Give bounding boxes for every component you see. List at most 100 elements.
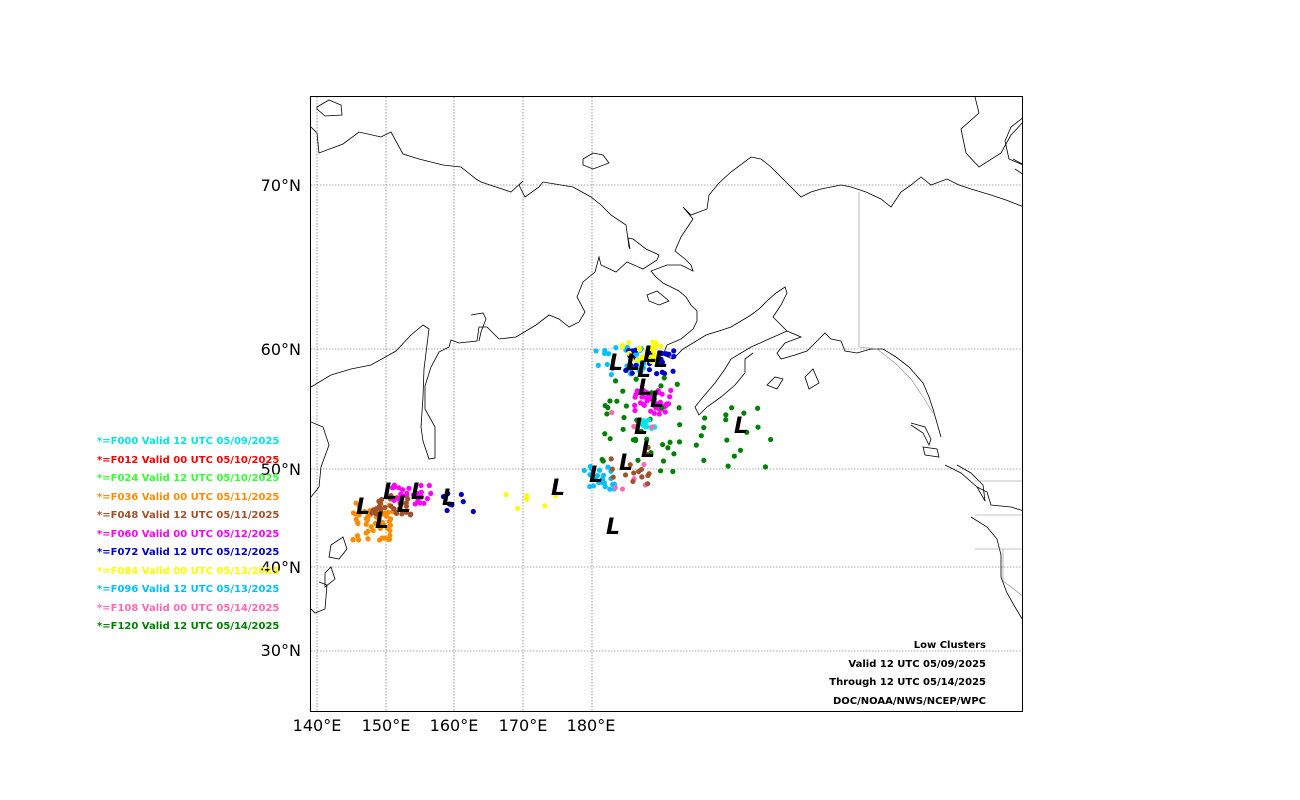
cluster-marker (659, 350, 665, 356)
cluster-marker (741, 410, 747, 416)
cluster-marker (644, 398, 650, 404)
cluster-marker (723, 417, 729, 423)
cluster-marker (608, 372, 614, 378)
cluster-marker (607, 398, 613, 404)
cluster-marker (515, 505, 521, 511)
cluster-marker (729, 405, 735, 411)
cluster-marker (677, 422, 683, 428)
cluster-marker (444, 507, 450, 514)
cluster-marker (638, 428, 644, 434)
cluster-marker (676, 439, 683, 445)
cluster-marker (657, 468, 664, 474)
low-pressure-symbol: L (606, 515, 620, 540)
cluster-marker (596, 467, 603, 473)
cluster-marker (640, 387, 646, 393)
cluster-marker (608, 456, 614, 462)
cluster-marker (361, 508, 368, 515)
cluster-marker (372, 510, 379, 516)
cluster-marker (404, 490, 410, 496)
cluster-marker (620, 426, 626, 432)
cluster-marker (365, 528, 371, 534)
cluster-marker (503, 491, 509, 498)
low-pressure-symbol: L (619, 451, 633, 476)
cluster-marker (658, 383, 664, 389)
cluster-marker (629, 370, 635, 376)
cluster-marker (660, 441, 666, 448)
legend-f000: *=F000 Valid 12 UTC 05/09/2025 (97, 436, 280, 447)
cluster-marker (637, 400, 644, 406)
cluster-marker (542, 503, 548, 509)
cluster-marker (388, 503, 394, 509)
cluster-marker (587, 483, 593, 490)
cluster-marker (590, 474, 597, 480)
cluster-markers (350, 339, 774, 543)
lon-label-180e: 180°E (566, 716, 616, 735)
cluster-marker (355, 519, 361, 526)
map-info-text: Low Clusters Valid 12 UTC 05/09/2025 Thr… (829, 637, 986, 711)
cluster-marker (424, 496, 431, 502)
cluster-marker (440, 494, 447, 500)
cluster-marker (725, 463, 731, 469)
cluster-marker (610, 474, 616, 480)
cluster-marker (633, 376, 639, 382)
cluster-marker (663, 351, 669, 357)
cluster-marker (659, 391, 665, 397)
low-pressure-symbol: L (589, 463, 603, 488)
cluster-marker (654, 371, 660, 377)
cluster-marker (636, 347, 642, 353)
cluster-marker (403, 503, 410, 509)
cluster-marker (602, 403, 608, 409)
cluster-marker (755, 405, 761, 411)
cluster-marker (604, 411, 610, 417)
legend-f024: *=F024 Valid 12 UTC 05/10/2025 (97, 473, 280, 484)
cluster-marker (353, 500, 359, 506)
cluster-marker (737, 447, 744, 453)
cluster-marker (363, 516, 369, 522)
cluster-marker (595, 362, 601, 368)
cluster-marker (667, 439, 673, 445)
cluster-marker (385, 509, 391, 516)
cluster-marker (702, 415, 708, 421)
cluster-marker (635, 457, 641, 463)
cluster-marker (649, 424, 655, 430)
cluster-marker (671, 451, 677, 457)
low-pressure-symbol: L (626, 351, 640, 376)
legend-f108: *=F108 Valid 00 UTC 05/14/2025 (97, 602, 280, 614)
cluster-marker (701, 457, 707, 463)
forecast-legend: *=F000 Valid 12 UTC 05/09/2025 *=F012 Va… (97, 433, 279, 637)
cluster-marker (609, 409, 615, 416)
cluster-marker (644, 423, 650, 430)
lon-label-160e: 160°E (429, 716, 479, 735)
cluster-marker (460, 499, 466, 505)
lat-label-40: 40°N (260, 558, 301, 577)
lat-label-60: 60°N (260, 340, 301, 359)
lat-label-30: 30°N (260, 641, 301, 660)
cluster-marker (648, 390, 655, 396)
cluster-marker (382, 504, 388, 511)
cluster-marker (370, 527, 376, 534)
lon-label-140e: 140°E (292, 716, 342, 735)
cluster-marker (723, 412, 729, 418)
cluster-marker (622, 472, 629, 478)
cluster-marker (600, 472, 607, 478)
cluster-marker (630, 437, 636, 443)
cluster-marker (414, 490, 420, 497)
cluster-marker (662, 409, 668, 415)
cluster-marker (604, 361, 610, 368)
cluster-marker (656, 411, 662, 417)
cluster-marker (642, 419, 649, 426)
cluster-marker (639, 474, 645, 480)
low-pressure-symbol: L (609, 351, 623, 376)
cluster-marker (399, 511, 405, 517)
cluster-marker (378, 506, 384, 513)
cluster-marker (626, 350, 632, 356)
cluster-marker (418, 494, 425, 500)
cluster-marker (599, 456, 605, 463)
cluster-marker (651, 410, 657, 416)
cluster-marker (602, 431, 608, 437)
political-borders (858, 192, 1022, 596)
cluster-marker (670, 468, 676, 475)
cluster-marker (623, 367, 629, 373)
